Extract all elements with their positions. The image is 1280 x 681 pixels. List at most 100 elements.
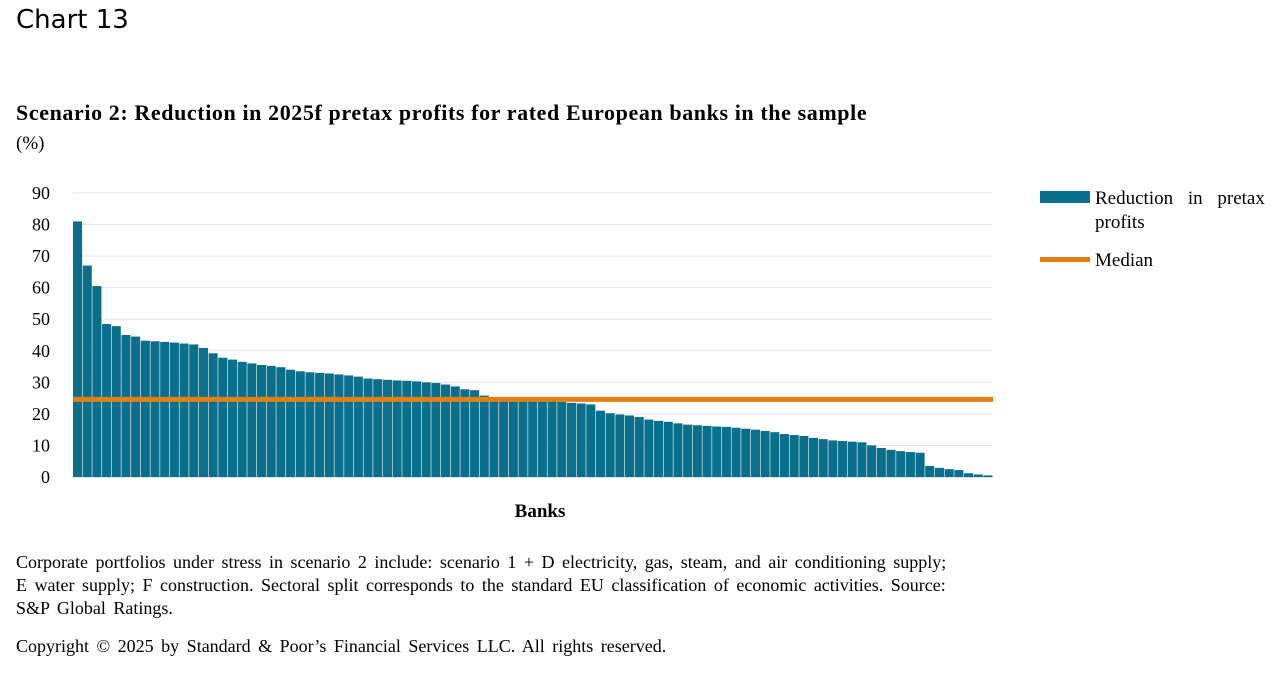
bar-chart: 0 10 20 30 40 50 60 70 80 90 Banks xyxy=(32,183,993,522)
y-tick-label: 10 xyxy=(32,435,50,455)
bar xyxy=(382,379,392,477)
bar xyxy=(944,469,954,477)
bar xyxy=(508,398,518,477)
bar xyxy=(363,378,373,477)
bar xyxy=(198,347,208,477)
x-axis-label: Banks xyxy=(515,501,566,522)
bar xyxy=(547,401,557,477)
bar xyxy=(809,437,819,477)
bar xyxy=(741,428,751,477)
bar xyxy=(150,341,160,477)
bar xyxy=(983,475,993,477)
bar xyxy=(421,382,431,477)
bar xyxy=(615,414,625,477)
chart-label: Chart 13 xyxy=(16,5,129,35)
bar xyxy=(595,410,606,477)
bar xyxy=(963,473,974,477)
bar xyxy=(915,452,925,477)
bar xyxy=(876,447,886,477)
bar xyxy=(663,421,673,477)
bar xyxy=(934,467,944,477)
bar xyxy=(489,397,499,477)
legend-swatch-line xyxy=(1040,257,1090,262)
y-tick-label: 90 xyxy=(32,183,50,203)
bar xyxy=(625,415,635,477)
bar xyxy=(334,374,344,477)
bar xyxy=(218,357,228,477)
bar xyxy=(305,372,315,477)
bar xyxy=(247,363,257,477)
bar xyxy=(925,465,935,477)
bar xyxy=(315,372,325,477)
bar xyxy=(499,398,509,477)
chart-title: Scenario 2: Reduction in 2025f pretax pr… xyxy=(16,100,868,125)
bar xyxy=(160,341,170,477)
bar xyxy=(189,344,199,477)
bar xyxy=(750,429,760,477)
y-tick-label: 30 xyxy=(32,372,50,392)
y-tick-label: 80 xyxy=(32,215,50,235)
bar xyxy=(954,470,964,477)
bar xyxy=(799,435,809,477)
bar xyxy=(470,390,480,477)
bars xyxy=(73,221,993,477)
bar xyxy=(867,445,877,477)
bar xyxy=(605,413,615,477)
bar xyxy=(179,343,189,477)
y-tick-label: 70 xyxy=(32,246,50,266)
bar xyxy=(131,336,141,477)
chart-unit: (%) xyxy=(16,133,45,154)
y-tick-label: 20 xyxy=(32,404,50,424)
bar xyxy=(276,367,286,477)
bar xyxy=(286,369,296,477)
bar xyxy=(479,395,489,477)
bar xyxy=(169,342,179,477)
bar xyxy=(227,359,238,477)
bar xyxy=(82,265,92,477)
bar xyxy=(838,441,848,477)
bar xyxy=(828,440,838,477)
bar xyxy=(818,439,828,477)
bar xyxy=(566,402,576,477)
bar xyxy=(73,221,83,477)
bar xyxy=(392,380,402,477)
bar xyxy=(460,389,470,477)
bar xyxy=(702,425,712,477)
bar xyxy=(431,382,441,477)
bar xyxy=(634,417,644,477)
bar xyxy=(712,426,722,477)
bar xyxy=(518,399,528,477)
bar xyxy=(644,419,654,477)
bar xyxy=(654,420,664,477)
bar xyxy=(673,423,683,477)
footnote: Corporate portfolios under stress in sce… xyxy=(16,552,947,618)
y-tick-label: 40 xyxy=(32,341,50,361)
bar xyxy=(121,335,131,477)
legend-swatch-bar xyxy=(1040,191,1090,203)
bar xyxy=(886,449,896,477)
bar xyxy=(266,365,276,477)
bar xyxy=(973,474,983,477)
bar xyxy=(779,434,790,477)
legend-label-median: Median xyxy=(1095,250,1154,271)
bar xyxy=(576,403,586,477)
bar xyxy=(896,451,906,477)
bar xyxy=(760,430,770,477)
bar xyxy=(324,373,334,477)
y-axis-ticks: 0 10 20 30 40 50 60 70 80 90 xyxy=(32,183,50,487)
bar xyxy=(373,379,383,477)
bar xyxy=(353,376,363,477)
bar xyxy=(857,442,867,477)
bar xyxy=(789,435,799,477)
bar xyxy=(344,375,354,477)
bar xyxy=(731,427,741,477)
bar xyxy=(586,404,596,477)
bar xyxy=(208,353,218,477)
y-tick-label: 0 xyxy=(41,467,50,487)
bar xyxy=(237,361,247,477)
bar xyxy=(847,441,857,477)
bar xyxy=(402,380,412,477)
bar xyxy=(721,426,731,477)
copyright: Copyright © 2025 by Standard & Poor’s Fi… xyxy=(16,636,667,656)
bar xyxy=(683,424,693,477)
